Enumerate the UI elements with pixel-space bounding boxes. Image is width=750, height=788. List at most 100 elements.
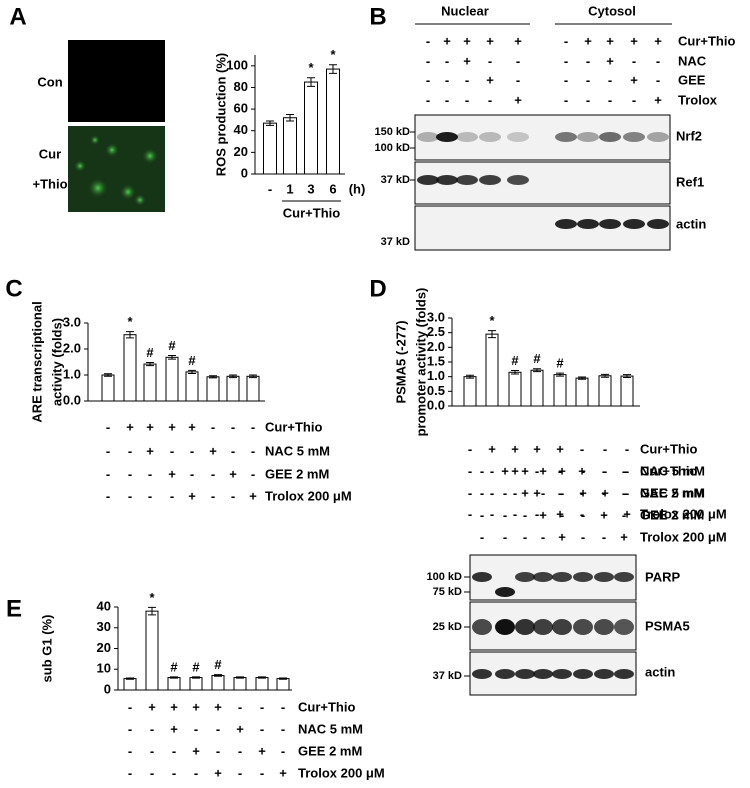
bar — [508, 371, 522, 407]
bar — [553, 374, 567, 407]
band — [456, 175, 478, 185]
treatment-sign: - — [625, 485, 629, 500]
band — [573, 669, 593, 679]
treatment-label: Cur+Thio — [298, 699, 355, 714]
treatment-sign: + — [188, 419, 196, 434]
y-tick-label: 100 — [226, 57, 248, 72]
bar — [575, 377, 589, 407]
y-tick-label: 80 — [234, 79, 248, 94]
treatment-sign: + — [146, 419, 154, 434]
y-tick-label: 0.0 — [427, 397, 445, 412]
treatment-label: Cur+Thio — [678, 33, 735, 48]
y-tick-label: 2.5 — [427, 324, 445, 339]
bar — [263, 122, 277, 175]
treatment-sign: - — [216, 721, 220, 736]
treatment-sign: + — [630, 72, 638, 87]
treatment-sign: - — [426, 33, 430, 48]
y-tick-label: 20 — [97, 640, 111, 655]
treatment-sign: - — [560, 485, 564, 500]
band — [594, 669, 614, 679]
band — [647, 132, 669, 142]
treatment-sign: - — [128, 488, 132, 503]
treatment-sign: + — [501, 463, 509, 478]
band — [647, 219, 669, 229]
mw-marker: 100 kD — [427, 571, 463, 583]
y-tick-label: 30 — [97, 619, 111, 634]
treatment-sign: - — [231, 419, 235, 434]
treatment-sign: + — [521, 463, 529, 478]
y-tick-label: 40 — [97, 598, 111, 613]
y-tick-label: 60 — [234, 101, 248, 116]
treatment-sign: - — [480, 507, 484, 522]
x-tick-label: 1 — [286, 181, 293, 196]
x-unit: (h) — [349, 181, 366, 196]
treatment-sign: - — [426, 92, 430, 107]
band — [573, 572, 593, 582]
treatment-sign: - — [603, 506, 607, 521]
treatment-label: Trolox 200 μM — [640, 506, 727, 521]
y-tick-label: 0.5 — [427, 383, 445, 398]
error-bar — [258, 676, 266, 679]
treatment-sign: - — [622, 507, 626, 522]
error-bar — [126, 677, 134, 680]
treatment-sign: - — [503, 529, 507, 544]
treatment-sign: - — [106, 419, 110, 434]
error-bar — [168, 355, 176, 360]
treatment-sign: - — [238, 765, 242, 780]
treatment-sign: + — [511, 463, 519, 478]
band — [533, 669, 553, 679]
treatment-sign: - — [128, 443, 132, 458]
band — [472, 669, 492, 679]
treatment-sign: - — [468, 441, 472, 456]
treatment-sign: - — [128, 743, 132, 758]
treatment-sign: - — [426, 72, 430, 87]
treatment-sign: + — [279, 765, 287, 780]
y-tick-label: 3.0 — [427, 309, 445, 324]
error-bar — [329, 64, 337, 74]
treatment-sign: - — [128, 721, 132, 736]
treatment-sign: + — [168, 466, 176, 481]
treatment-sign: - — [231, 443, 235, 458]
treatment-label: GEE 2 mM — [640, 507, 704, 522]
treatment-sign: + — [146, 443, 154, 458]
treatment-sign: + — [229, 466, 237, 481]
x-tick-label: - — [268, 181, 272, 196]
bar — [530, 369, 544, 407]
treatment-sign: - — [468, 485, 472, 500]
treatment-sign: - — [513, 506, 517, 521]
band — [417, 175, 439, 185]
treatment-sign: - — [602, 485, 606, 500]
protein-label: Nrf2 — [676, 128, 702, 143]
bar — [167, 677, 181, 691]
treatment-label: Trolox 200 μM — [640, 529, 727, 544]
bar — [206, 376, 220, 402]
treatment-sign: - — [150, 765, 154, 780]
band — [479, 175, 501, 185]
image-control — [68, 40, 165, 122]
protein-label: actin — [645, 664, 675, 679]
bar — [620, 375, 634, 407]
bar — [598, 375, 612, 407]
error-bar — [466, 374, 474, 379]
treatment-sign: - — [260, 765, 264, 780]
treatment-sign: + — [188, 488, 196, 503]
treatment-sign: - — [622, 485, 626, 500]
treatment-label: GEE 2 mM — [265, 466, 329, 481]
treatment-sign: - — [445, 92, 449, 107]
bar — [283, 117, 297, 175]
y-axis-label: promoter activity (folds) — [413, 288, 428, 437]
treatment-label: Trolox 200 μM — [298, 765, 385, 780]
error-bar — [279, 677, 287, 680]
error-bar — [578, 376, 586, 380]
bar — [145, 610, 159, 691]
treatment-sign: + — [170, 699, 178, 714]
treatment-label: Cur+Thio — [640, 441, 697, 456]
mw-marker: 37 kD — [433, 670, 462, 682]
treatment-sign: - — [513, 485, 517, 500]
error-bar — [488, 330, 496, 339]
treatment-sign: - — [656, 72, 660, 87]
treatment-sign: + — [584, 33, 592, 48]
treatment-sign: - — [468, 463, 472, 478]
treatment-sign: - — [523, 507, 527, 522]
treatment-sign: - — [465, 92, 469, 107]
